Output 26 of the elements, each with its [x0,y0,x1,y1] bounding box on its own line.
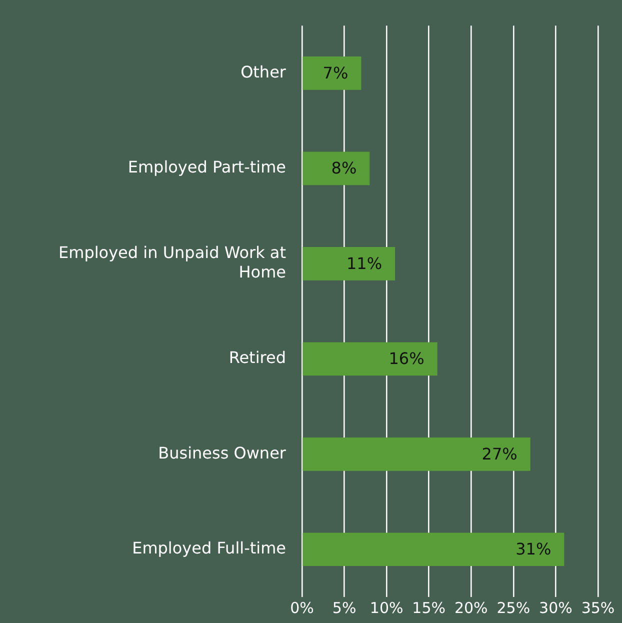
x-tick-label: 10% [370,598,404,617]
data-label: 11% [346,254,382,273]
data-label: 27% [482,444,518,464]
y-tick-label: Employed Part-time [128,158,286,177]
x-tick-label: 25% [496,598,530,617]
y-tick-label: Business Owner [158,443,286,462]
x-tick-label: 15% [412,598,446,617]
bar [302,56,362,90]
data-label: 8% [331,158,357,178]
y-tick-label: Employed in Unpaid Work at Home [58,243,286,282]
x-tick-label: 5% [332,598,356,617]
bar [302,247,396,280]
y-tick-label: Other [240,62,286,82]
bar [302,437,530,471]
y-tick-label: Employed Full-time [132,538,286,558]
x-tick-label: 0% [290,598,314,617]
data-label: 16% [388,349,424,368]
bar [302,532,564,566]
x-tick-label: 30% [539,598,572,617]
data-label: 7% [322,63,348,82]
bar [302,342,438,376]
x-tick-label: 35% [581,598,615,617]
bar [302,152,370,186]
y-tick-label: Retired [228,348,286,368]
data-label: 31% [516,540,552,559]
x-tick-label: 20% [454,598,488,617]
